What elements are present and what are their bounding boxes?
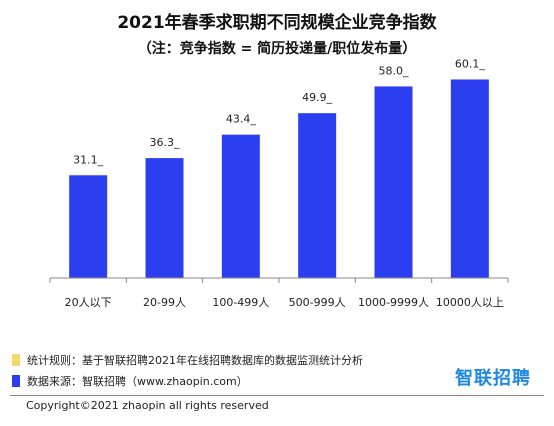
x-tick-label-3: 100-499人 (212, 296, 269, 309)
bar-3 (221, 134, 260, 278)
x-tick-label-2: 20-99人 (143, 296, 186, 309)
data-label-1: 31.1_ (73, 153, 103, 166)
legend-rule-text: 统计规则：基于智联招聘2021年在线招聘数据库的数据监测统计分析 (27, 354, 363, 367)
chart-subtitle: （注：竞争指数 = 简历投递量/职位发布量） (137, 41, 417, 57)
bar-4 (298, 113, 337, 278)
data-label-3: 43.4_ (226, 113, 256, 126)
x-tick-label-6: 10000人以上 (436, 296, 504, 309)
legend-source-text: 数据来源：智联招聘（www.zhaopin.com） (27, 375, 248, 388)
legend-swatch-rule (12, 354, 20, 366)
legend-source: 数据来源：智联招聘（www.zhaopin.com） (12, 373, 248, 389)
bar-2 (145, 158, 184, 278)
copyright-text: Copyright©2021 zhaopin all rights reserv… (26, 399, 269, 412)
x-tick-label-4: 500-999人 (289, 296, 346, 309)
data-label-6: 60.1_ (455, 57, 485, 70)
chart-title: 2021年春季求职期不同规模企业竞争指数 (117, 13, 437, 33)
data-label-2: 36.3_ (150, 136, 180, 149)
zhaopin-logo: 智联招聘 (455, 368, 531, 389)
data-label-4: 49.9_ (302, 91, 332, 104)
x-tick-label-5: 1000-9999人 (358, 296, 429, 309)
legend-rule: 统计规则：基于智联招聘2021年在线招聘数据库的数据监测统计分析 (12, 352, 363, 368)
bar-5 (374, 86, 413, 278)
bar-1 (69, 175, 108, 278)
data-label-5: 58.0_ (379, 64, 409, 77)
bar-6 (450, 79, 489, 278)
x-tick-label-1: 20人以下 (65, 296, 112, 309)
footer-divider (10, 395, 544, 396)
bar-chart: 31.1_ 20人以下 36.3_ 20-99人 43.4_ 100-499人 49.9_ 5… (49, 57, 509, 309)
legend-swatch-source (12, 375, 20, 387)
